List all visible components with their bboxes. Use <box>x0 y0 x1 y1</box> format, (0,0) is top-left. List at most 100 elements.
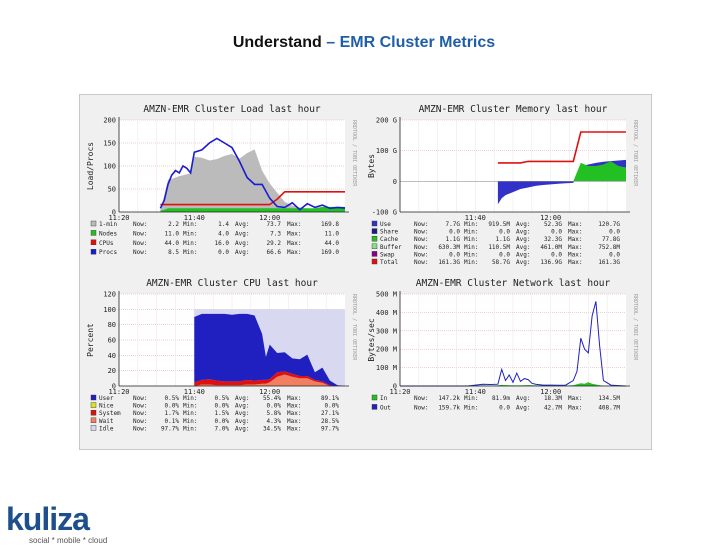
title-dash: – <box>326 34 336 51</box>
cpu-graph[interactable]: AMZN-EMR Cluster CPU last hour RRDTOOL / … <box>83 272 361 444</box>
legend-swatch <box>371 235 378 242</box>
y-tick-label: 200 <box>103 117 116 125</box>
y-axis-label: Load/Procs <box>86 142 95 190</box>
legend-avg-label: Avg: <box>516 244 530 251</box>
y-tick-label: 500 M <box>376 291 397 299</box>
x-tick-label: 12:00 <box>259 388 280 396</box>
legend-avg-label: Avg: <box>516 221 530 228</box>
legend-name: In <box>380 395 388 402</box>
legend-avg-value: 52.3G <box>544 221 562 228</box>
legend-min-label: Min: <box>464 404 478 411</box>
legend-now-label: Now: <box>133 410 147 417</box>
legend-swatch <box>90 220 97 227</box>
legend-now-label: Now: <box>133 418 147 425</box>
legend-avg-value: 55.4% <box>263 395 281 402</box>
y-tick-label: 100 M <box>376 364 397 372</box>
legend-avg-value: 73.7 <box>267 221 282 228</box>
y-tick-label: 100 G <box>376 147 397 155</box>
chart-title: AMZN-EMR Cluster CPU last hour <box>146 278 318 289</box>
legend-name: Cache <box>380 236 398 243</box>
legend-max-value: 11.0 <box>325 230 340 237</box>
legend-now-value: 1.7% <box>165 410 180 417</box>
legend-max-label: Max: <box>568 221 582 228</box>
legend-avg-value: 0.0 <box>551 251 562 258</box>
legend-now-label: Now: <box>414 221 428 228</box>
legend-min-label: Min: <box>464 259 478 266</box>
y-tick-label: 400 M <box>376 309 397 317</box>
legend-swatch <box>90 248 97 255</box>
legend-max-label: Max: <box>287 240 301 247</box>
legend-max-label: Max: <box>568 259 582 266</box>
legend-min-value: 1.5% <box>215 410 230 417</box>
legend-min-label: Min: <box>464 229 478 236</box>
series-1-min-area <box>160 149 345 212</box>
x-tick-label: 11:20 <box>389 388 410 396</box>
legend-min-label: Min: <box>183 410 197 417</box>
rrdtool-credit: RRDTOOL / TOBI OETIKER <box>351 120 357 187</box>
legend-now-label: Now: <box>133 230 147 237</box>
rrdtool-credit: RRDTOOL / TOBI OETIKER <box>632 294 638 361</box>
memory-graph[interactable]: AMZN-EMR Cluster Memory last hour RRDTOOL… <box>364 98 642 270</box>
legend-now-value: 0.5% <box>165 395 180 402</box>
legend-min-label: Min: <box>464 236 478 243</box>
legend-max-value: 77.8G <box>602 236 620 243</box>
legend-now-value: 159.7k <box>438 404 460 411</box>
series-procs-line <box>159 137 346 211</box>
legend-min-label: Min: <box>183 240 197 247</box>
legend-min-value: 1.1G <box>496 236 511 243</box>
legend-now-label: Now: <box>133 403 147 410</box>
y-tick-label: 100 <box>103 306 116 314</box>
legend-name: Nice <box>99 403 114 410</box>
legend-swatch <box>90 394 97 401</box>
legend-now-label: Now: <box>414 259 428 266</box>
legend-max-label: Max: <box>568 244 582 251</box>
x-tick-label: 11:40 <box>465 214 486 222</box>
legend-name: Idle <box>99 425 114 432</box>
legend-min-value: 0.0 <box>499 404 510 411</box>
kuliza-logo: kuliza social * mobile * cloud <box>6 501 116 545</box>
legend-max-label: Max: <box>568 251 582 258</box>
legend-min-label: Min: <box>464 244 478 251</box>
legend-swatch <box>371 243 378 250</box>
logo-wordmark-svg: kuliza <box>6 501 91 537</box>
logo-tagline: social * mobile * cloud <box>29 536 108 545</box>
x-tick-label: 11:20 <box>108 214 129 222</box>
legend-min-label: Min: <box>183 403 197 410</box>
legend-swatch <box>90 402 97 408</box>
legend-swatch <box>90 417 97 424</box>
legend-avg-label: Avg: <box>235 410 249 417</box>
legend-now-value: 7.7G <box>446 221 461 228</box>
load-graph[interactable]: AMZN-EMR Cluster Load last hour RRDTOOL /… <box>83 98 361 270</box>
legend-min-label: Min: <box>183 425 197 432</box>
legend-min-value: 110.5M <box>488 244 510 251</box>
legend-avg-label: Avg: <box>235 418 249 425</box>
legend-max-value: 169.8 <box>321 221 339 228</box>
legend-min-value: 4.0 <box>218 230 229 237</box>
legend-now-label: Now: <box>133 249 147 256</box>
legend-min-label: Min: <box>183 230 197 237</box>
x-tick-label: 12:00 <box>259 214 280 222</box>
legend-max-value: 44.0 <box>325 240 340 247</box>
series-system-area <box>194 371 345 386</box>
legend-min-value: 0.0% <box>215 403 230 410</box>
legend-now-label: Now: <box>133 221 147 228</box>
legend-avg-value: 32.3G <box>544 236 562 243</box>
legend-min-value: 0.0% <box>215 418 230 425</box>
legend-max-value: 169.0 <box>321 249 339 256</box>
legend-swatch <box>90 425 97 431</box>
y-tick-label: 120 <box>103 291 116 299</box>
legend-max-value: 0.0 <box>609 229 620 236</box>
legend-min-label: Min: <box>183 395 197 402</box>
legend-max-value: 161.3G <box>598 259 620 266</box>
legend-swatch <box>371 394 378 401</box>
logo-wordmark: kuliza <box>6 501 116 543</box>
y-tick-label: 100 <box>103 163 116 171</box>
legend-min-value: 1.4 <box>218 221 229 228</box>
network-graph[interactable]: AMZN-EMR Cluster Network last hour RRDTOO… <box>364 272 642 444</box>
legend-now-label: Now: <box>414 236 428 243</box>
legend-name: Out <box>380 404 391 411</box>
legend-min-value: 81.9m <box>492 395 510 402</box>
legend-avg-label: Avg: <box>516 259 530 266</box>
legend-avg-value: 136.9G <box>540 259 562 266</box>
y-tick-label: 0 <box>393 383 397 391</box>
